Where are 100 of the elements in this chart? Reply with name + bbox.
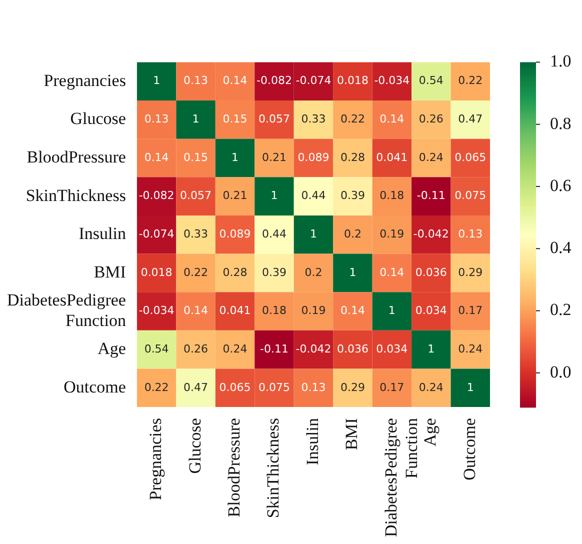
data-label: 0.21 xyxy=(222,189,248,202)
data-label: 0.22 xyxy=(458,74,483,88)
color-bar-label: 0.8 xyxy=(550,114,572,133)
data-label: 0.24 xyxy=(418,150,444,164)
data-label: 0.39 xyxy=(262,266,286,279)
y-tick-label: BloodPressure xyxy=(26,147,126,166)
data-label: -0.034 xyxy=(374,74,410,88)
data-label: 0.21 xyxy=(262,150,286,164)
y-tick-label: DiabetesPedigree Function xyxy=(6,290,126,330)
data-label: 1 xyxy=(466,380,474,394)
data-label: 0.13 xyxy=(184,74,208,88)
data-label: 0.19 xyxy=(301,304,326,318)
data-label: 0.28 xyxy=(222,266,248,279)
data-label: 1 xyxy=(349,266,356,279)
data-label: 0.26 xyxy=(418,112,444,126)
x-tick-label: Outcome xyxy=(460,418,479,480)
x-tick-label: Glucose xyxy=(185,418,204,474)
data-label: 0.057 xyxy=(180,189,212,202)
data-label: 0.24 xyxy=(222,342,248,356)
data-label: -0.042 xyxy=(296,342,332,356)
data-label: 0.14 xyxy=(184,304,208,318)
data-label: 0.14 xyxy=(380,266,404,279)
data-label: 0.089 xyxy=(219,227,251,240)
data-label: 0.29 xyxy=(340,380,365,394)
data-label: 0.089 xyxy=(298,150,330,164)
data-label: -0.074 xyxy=(296,74,332,88)
data-label: 0.2 xyxy=(304,266,322,279)
data-label: 0.075 xyxy=(258,380,290,394)
data-label: 0.24 xyxy=(458,342,483,356)
data-label: 0.13 xyxy=(301,380,326,394)
x-tick-label: SkinThickness xyxy=(264,418,283,518)
data-label: 0.33 xyxy=(301,112,326,126)
data-label: 1 xyxy=(153,74,160,88)
color-bar-label: 0.6 xyxy=(550,176,572,195)
color-bar-label: 0.2 xyxy=(550,300,572,320)
data-label: 0.24 xyxy=(418,380,444,394)
y-tick-label: BMI xyxy=(94,262,126,282)
data-label: 0.075 xyxy=(454,189,486,202)
y-tick-label: Glucose xyxy=(70,109,126,128)
data-label: 0.17 xyxy=(458,304,483,318)
data-label: 0.47 xyxy=(184,380,208,394)
data-label: 0.54 xyxy=(418,74,444,88)
data-label: 0.036 xyxy=(415,266,447,279)
data-label: 0.26 xyxy=(184,342,208,356)
data-label: 1 xyxy=(270,189,278,202)
data-label: 0.47 xyxy=(458,112,483,126)
data-label: 0.22 xyxy=(184,266,208,279)
data-label: 0.057 xyxy=(258,112,290,126)
data-label: 0.2 xyxy=(344,227,362,240)
data-label: 0.33 xyxy=(184,227,208,240)
data-label: 0.14 xyxy=(222,74,248,88)
data-label: 0.036 xyxy=(336,342,368,356)
data-label: 0.18 xyxy=(380,189,404,202)
data-label: 0.44 xyxy=(262,227,286,240)
data-label: 0.018 xyxy=(140,266,172,279)
data-label: 1 xyxy=(192,112,200,126)
data-label: 0.29 xyxy=(458,266,483,279)
y-tick-label: Outcome xyxy=(64,377,126,396)
data-label: 0.15 xyxy=(222,112,248,126)
y-tick-label: Pregnancies xyxy=(44,70,126,90)
data-label: 0.14 xyxy=(144,150,169,164)
data-label: 0.28 xyxy=(340,150,365,164)
data-label: 0.19 xyxy=(380,227,404,240)
x-tick-label: Insulin xyxy=(302,418,322,466)
color-bar-label: 1.0 xyxy=(550,52,572,71)
color-bar-label: 0.0 xyxy=(550,362,572,382)
data-label: 0.17 xyxy=(380,380,404,394)
data-label: 0.13 xyxy=(458,227,483,240)
data-label: 0.54 xyxy=(144,342,169,356)
y-tick-label: Age xyxy=(98,339,126,358)
data-label: 0.018 xyxy=(336,74,368,88)
data-label: 0.44 xyxy=(301,189,326,202)
y-tick-label: Insulin xyxy=(78,224,126,244)
data-label: -0.082 xyxy=(256,74,292,88)
data-label: 0.034 xyxy=(376,342,408,356)
data-label: 0.065 xyxy=(454,150,486,164)
data-label: 1 xyxy=(428,342,435,356)
data-label: 0.041 xyxy=(219,304,251,318)
x-tick-label: BloodPressure xyxy=(224,418,244,518)
data-label: -0.074 xyxy=(138,227,174,240)
data-label: 0.18 xyxy=(262,304,286,318)
data-label: 0.034 xyxy=(415,304,447,318)
data-label: 0.39 xyxy=(340,189,365,202)
color-bar-label: 0.4 xyxy=(550,238,572,258)
x-tick-label: BMI xyxy=(342,418,362,450)
data-label: 0.13 xyxy=(144,112,169,126)
data-label: 0.22 xyxy=(144,380,169,394)
y-tick-label: SkinThickness xyxy=(26,186,126,205)
data-label: -0.082 xyxy=(138,189,174,202)
x-tick-label: DiabetesPedigree Function xyxy=(381,418,421,538)
data-label: 0.041 xyxy=(376,150,408,164)
data-label: -0.11 xyxy=(416,189,446,202)
data-label: 1 xyxy=(310,227,317,240)
data-label: 0.22 xyxy=(340,112,365,126)
data-label: 1 xyxy=(232,150,239,164)
data-label: 0.15 xyxy=(184,150,208,164)
x-tick-label: Age xyxy=(420,418,440,446)
data-label: -0.034 xyxy=(138,304,174,318)
data-label: -0.042 xyxy=(413,227,449,240)
data-label: 0.14 xyxy=(340,304,365,318)
